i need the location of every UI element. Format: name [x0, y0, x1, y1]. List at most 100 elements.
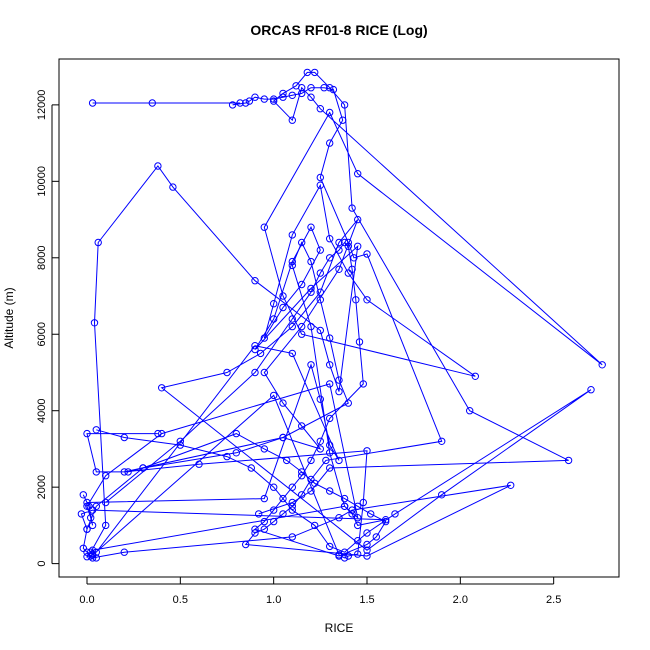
data-point — [169, 183, 177, 191]
data-point — [288, 231, 296, 239]
data-point — [344, 269, 352, 277]
data-point — [260, 334, 268, 342]
data-point — [354, 521, 362, 530]
data-point — [316, 296, 324, 304]
data-point — [307, 475, 315, 484]
data-point — [363, 546, 371, 554]
data-point — [307, 487, 315, 495]
x-axis-label: RICE — [325, 621, 354, 635]
data-point — [307, 84, 315, 92]
data-point — [350, 254, 358, 262]
data-point — [298, 472, 306, 480]
data-point — [251, 529, 259, 537]
data-point — [363, 529, 371, 537]
data-point — [335, 238, 343, 247]
data-point — [288, 116, 296, 124]
data-point — [288, 261, 296, 270]
data-point — [79, 544, 88, 552]
data-point — [367, 510, 375, 518]
data-point — [232, 429, 241, 438]
data-point — [307, 456, 315, 465]
data-point — [326, 441, 334, 449]
data-point — [363, 540, 371, 549]
data-point — [326, 361, 334, 369]
data-point — [270, 483, 278, 491]
x-tick-label: 1.5 — [359, 594, 374, 606]
data-point — [92, 548, 101, 556]
data-point — [288, 533, 296, 541]
data-point — [298, 330, 306, 338]
data-point — [260, 223, 268, 231]
y-tick-label: 12000 — [36, 90, 48, 121]
x-tick-label: 2.5 — [546, 594, 561, 606]
data-point — [363, 552, 371, 560]
x-tick-label: 0.5 — [173, 594, 188, 606]
data-point — [251, 345, 259, 354]
data-point — [279, 93, 287, 101]
x-axis-ticks: 0.0 0.5 1.0 1.5 2.0 2.5 — [79, 577, 561, 606]
data-point — [316, 269, 324, 277]
data-point — [326, 464, 334, 472]
data-point — [260, 95, 268, 103]
data-point — [102, 472, 110, 480]
data-point — [195, 460, 203, 468]
data-point — [326, 334, 334, 342]
data-point — [326, 542, 334, 551]
data-point — [307, 322, 315, 331]
data-point — [228, 101, 237, 109]
data-point — [354, 242, 362, 251]
data-point — [288, 506, 296, 514]
data-point — [270, 300, 278, 308]
data-point — [311, 479, 319, 487]
data-point — [223, 452, 231, 461]
data-point — [344, 552, 352, 560]
data-point — [251, 525, 259, 533]
data-point — [354, 215, 362, 224]
chart-title: ORCAS RF01-8 RICE (Log) — [250, 22, 427, 38]
data-point — [279, 303, 287, 312]
data-point — [326, 487, 334, 495]
data-point — [298, 322, 306, 331]
plot-frame — [58, 58, 620, 578]
data-point — [176, 437, 185, 445]
data-point — [587, 386, 595, 394]
data-point — [348, 204, 356, 212]
data-point — [148, 99, 157, 107]
data-point — [298, 280, 306, 289]
data-point — [92, 502, 101, 510]
y-axis-ticks: 0 2000 4000 6000 8000 10000 12000 — [36, 90, 59, 567]
data-point — [279, 399, 287, 407]
data-point — [372, 533, 380, 541]
data-point — [94, 238, 102, 247]
data-point — [344, 238, 352, 247]
data-point — [154, 429, 162, 438]
data-point — [340, 548, 349, 556]
data-point — [363, 447, 371, 455]
data-point — [88, 99, 97, 107]
data-point — [307, 257, 315, 266]
data-point — [120, 468, 129, 476]
data-point — [326, 414, 334, 423]
data-point — [251, 342, 259, 350]
data-point — [288, 257, 296, 266]
y-tick-label: 4000 — [36, 398, 48, 422]
data-point — [124, 468, 132, 476]
data-point — [288, 322, 296, 331]
data-point — [154, 162, 162, 170]
data-point — [260, 445, 268, 453]
data-point — [298, 89, 306, 98]
data-point — [311, 68, 319, 77]
data-point — [270, 315, 278, 323]
data-point — [335, 514, 343, 522]
data-point — [326, 380, 334, 388]
data-point — [245, 97, 254, 105]
data-point — [298, 422, 306, 430]
data-point — [382, 516, 390, 524]
data-point — [288, 315, 296, 323]
data-point — [236, 99, 244, 107]
data-point — [87, 514, 95, 522]
data-point — [348, 506, 356, 514]
data-point — [322, 456, 330, 465]
data-point — [354, 170, 362, 178]
